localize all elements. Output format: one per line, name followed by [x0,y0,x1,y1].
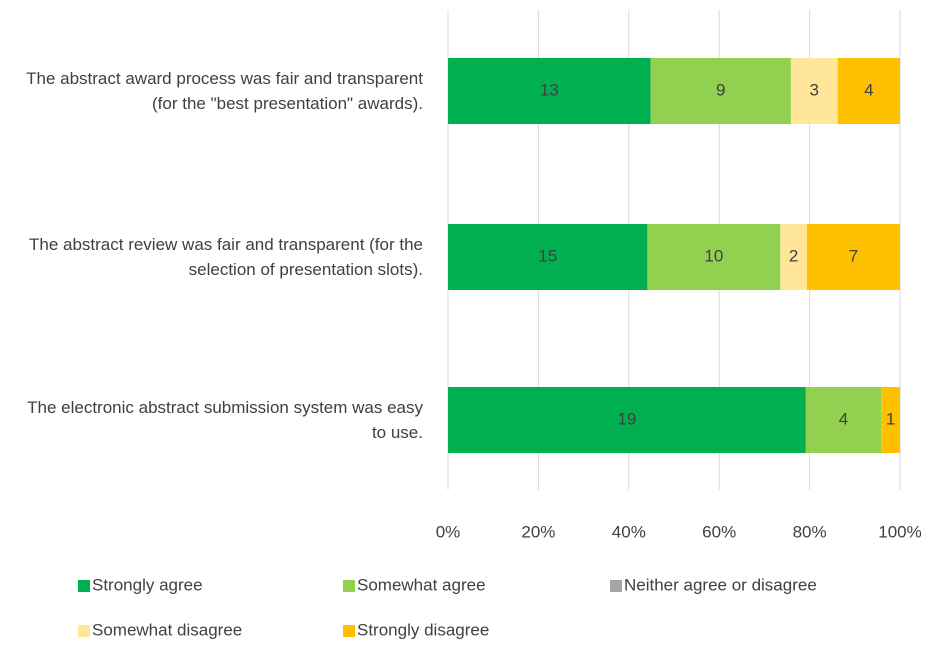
legend-swatch [343,625,355,637]
data-label: 9 [716,80,725,99]
data-label: 4 [839,409,848,428]
x-tick-label: 20% [521,522,555,541]
data-label: 15 [538,246,557,265]
bar-segment [837,58,900,124]
x-tick-label: 0% [436,522,461,541]
category-label: The abstract award process was fair and … [26,69,423,113]
legend-swatch [343,580,355,592]
legend-label: Somewhat agree [357,575,486,594]
bar-segment [805,387,882,453]
bar-segment [806,224,900,290]
legend-swatch [78,625,90,637]
data-label: 1 [886,409,895,428]
category-label: The abstract review was fair and transpa… [28,235,423,279]
x-tick-label: 60% [702,522,736,541]
legend-swatch [78,580,90,592]
bar-segment [448,58,651,124]
data-label: 4 [864,80,873,99]
x-tick-label: 100% [878,522,921,541]
x-tick-label: 40% [612,522,646,541]
legend-swatch [610,580,622,592]
bar-segment [448,224,648,290]
legend-label: Neither agree or disagree [624,575,817,594]
bar-segment [647,224,781,290]
data-label: 13 [540,80,559,99]
legend-label: Strongly disagree [357,620,489,639]
data-label: 10 [704,246,723,265]
bar-segment [780,224,807,290]
legend-label: Somewhat disagree [92,620,242,639]
bar-segment [650,58,791,124]
legend-label: Strongly agree [92,575,203,594]
data-label: 2 [789,246,798,265]
category-label: The electronic abstract submission syste… [27,398,423,442]
data-label: 19 [617,409,636,428]
bar-segment [448,387,806,453]
bar-segment [881,387,900,453]
bar-segment [790,58,838,124]
data-label: 3 [810,80,819,99]
data-label: 7 [849,246,858,265]
x-tick-label: 80% [793,522,827,541]
